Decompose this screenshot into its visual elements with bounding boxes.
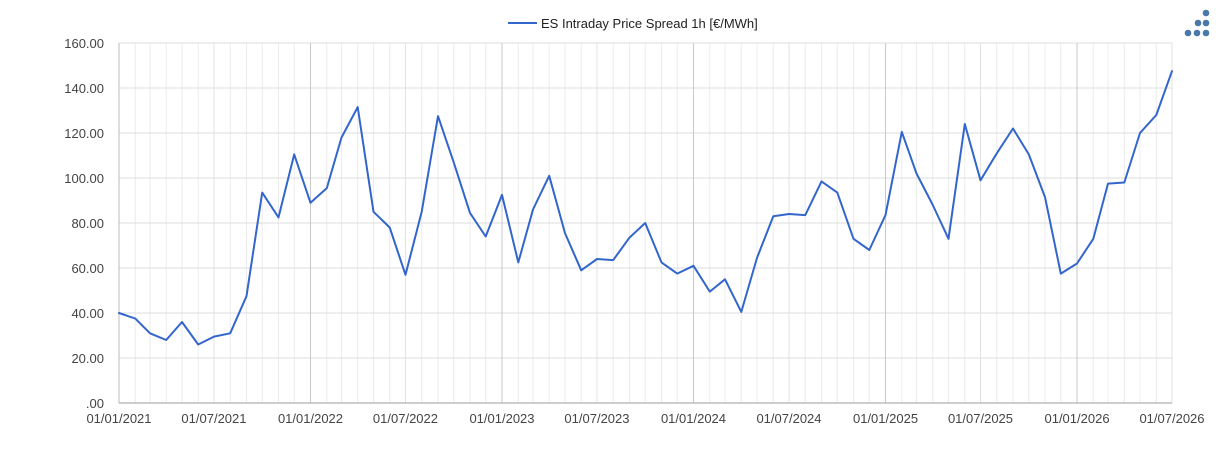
data-point[interactable] <box>403 272 408 277</box>
data-point[interactable] <box>1043 195 1048 200</box>
data-point[interactable] <box>451 160 456 165</box>
data-point[interactable] <box>1058 271 1063 276</box>
data-point[interactable] <box>276 215 281 220</box>
data-point[interactable] <box>133 316 138 321</box>
data-point[interactable] <box>196 342 201 347</box>
x-tick-label: 01/01/2026 <box>1044 411 1109 426</box>
data-point[interactable] <box>1091 236 1096 241</box>
x-tick-label: 01/07/2021 <box>181 411 246 426</box>
data-point[interactable] <box>803 213 808 218</box>
data-point[interactable] <box>771 214 776 219</box>
data-point[interactable] <box>1154 113 1159 118</box>
data-point[interactable] <box>899 129 904 134</box>
data-point[interactable] <box>530 207 535 212</box>
data-point[interactable] <box>579 268 584 273</box>
data-point[interactable] <box>786 212 791 217</box>
data-point[interactable] <box>1170 69 1175 74</box>
x-tick-label: 01/07/2022 <box>373 411 438 426</box>
data-point[interactable] <box>722 277 727 282</box>
data-point[interactable] <box>1122 180 1127 185</box>
data-point[interactable] <box>1137 131 1142 136</box>
brand-logo-icon <box>1184 9 1210 37</box>
data-point[interactable] <box>978 178 983 183</box>
data-point[interactable] <box>1075 261 1080 266</box>
data-point[interactable] <box>594 257 599 262</box>
data-point[interactable] <box>419 209 424 214</box>
data-point[interactable] <box>675 271 680 276</box>
data-point[interactable] <box>994 151 999 156</box>
data-point[interactable] <box>435 114 440 119</box>
data-point[interactable] <box>483 234 488 239</box>
legend[interactable]: ES Intraday Price Spread 1h [€/MWh] <box>508 16 758 31</box>
data-point[interactable] <box>707 289 712 294</box>
data-point[interactable] <box>516 260 521 265</box>
x-tick-label: 01/01/2023 <box>469 411 534 426</box>
data-point[interactable] <box>930 203 935 208</box>
data-point[interactable] <box>339 135 344 140</box>
data-point[interactable] <box>468 210 473 215</box>
data-point[interactable] <box>1105 181 1110 186</box>
y-tick-label: 80.00 <box>71 216 104 231</box>
legend-label: ES Intraday Price Spread 1h [€/MWh] <box>541 16 758 31</box>
data-point[interactable] <box>867 248 872 253</box>
data-point[interactable] <box>1011 126 1016 131</box>
x-tick-label: 01/01/2022 <box>278 411 343 426</box>
y-tick-label: 140.00 <box>64 81 104 96</box>
data-point[interactable] <box>962 122 967 127</box>
data-point[interactable] <box>1026 152 1031 157</box>
data-point[interactable] <box>562 231 567 236</box>
data-point[interactable] <box>914 171 919 176</box>
x-tick-label: 01/07/2026 <box>1139 411 1204 426</box>
y-tick-label: 20.00 <box>71 351 104 366</box>
x-tick-label: 01/07/2023 <box>564 411 629 426</box>
data-point[interactable] <box>851 236 856 241</box>
data-point[interactable] <box>228 331 233 336</box>
data-point[interactable] <box>371 209 376 214</box>
data-point[interactable] <box>292 152 297 157</box>
series-line[interactable] <box>118 70 1173 346</box>
data-point[interactable] <box>835 190 840 195</box>
data-point[interactable] <box>117 311 122 316</box>
data-point[interactable] <box>179 320 184 325</box>
data-point[interactable] <box>308 200 313 205</box>
x-tick-label: 01/01/2024 <box>661 411 726 426</box>
data-point[interactable] <box>260 190 265 195</box>
data-point[interactable] <box>547 173 552 178</box>
y-tick-label: 100.00 <box>64 171 104 186</box>
data-point[interactable] <box>324 186 329 191</box>
x-tick-label: 01/07/2025 <box>948 411 1013 426</box>
data-point[interactable] <box>739 309 744 314</box>
data-point[interactable] <box>387 225 392 230</box>
data-point[interactable] <box>211 334 216 339</box>
data-point[interactable] <box>611 258 616 263</box>
data-point[interactable] <box>946 236 951 241</box>
data-point[interactable] <box>500 192 505 197</box>
x-tick-label: 01/01/2021 <box>86 411 151 426</box>
data-point[interactable] <box>164 338 169 343</box>
grid <box>118 42 1173 404</box>
series-layer <box>117 69 1175 347</box>
data-point[interactable] <box>244 294 249 299</box>
data-point[interactable] <box>147 331 152 336</box>
y-tick-label: 120.00 <box>64 126 104 141</box>
y-tick-label: .00 <box>86 396 104 411</box>
data-point[interactable] <box>883 213 888 218</box>
data-point[interactable] <box>659 260 664 265</box>
y-tick-label: 160.00 <box>64 36 104 51</box>
data-point[interactable] <box>643 221 648 226</box>
y-tick-label: 40.00 <box>71 306 104 321</box>
x-tick-label: 01/01/2025 <box>853 411 918 426</box>
data-point[interactable] <box>355 105 360 110</box>
data-point[interactable] <box>754 255 759 260</box>
y-tick-label: 60.00 <box>71 261 104 276</box>
data-point[interactable] <box>627 235 632 240</box>
x-tick-label: 01/07/2024 <box>756 411 821 426</box>
data-point[interactable] <box>819 179 824 184</box>
data-point[interactable] <box>691 263 696 268</box>
axes: .00 20.00 40.00 60.00 80.00 100.00 120.00 140.0… <box>64 36 1204 426</box>
